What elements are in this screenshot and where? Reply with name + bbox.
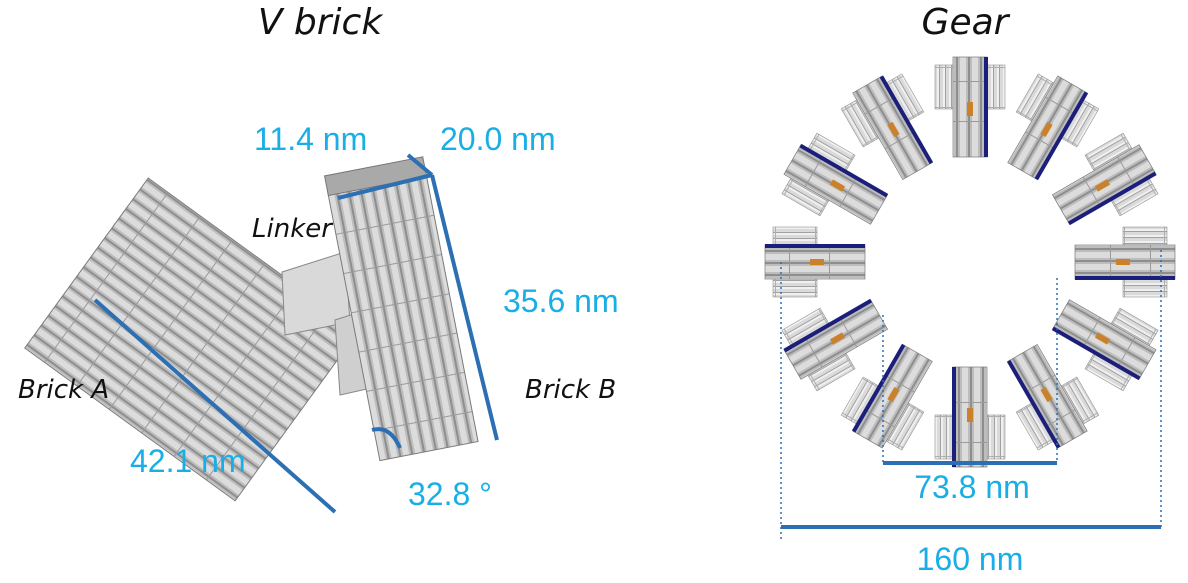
angle-label: 32.8 ° [408, 476, 492, 512]
height-b-label: 35.6 nm [503, 283, 619, 319]
length-a-label: 42.1 nm [130, 443, 246, 479]
brick-a-length-edge [93, 298, 337, 514]
v-brick-diagram [24, 153, 499, 514]
outer-diameter-label: 160 nm [917, 541, 1024, 577]
angle-arc [371, 427, 402, 449]
brick-b-label: Brick B [525, 375, 616, 405]
v-brick-title: V brick [258, 2, 385, 43]
brick-b-shape [323, 156, 479, 462]
width-b-label: 20.0 nm [440, 121, 556, 157]
gear-title: Gear [922, 2, 1011, 43]
linker-label: Linker [252, 214, 334, 244]
inner-diameter-label: 73.8 nm [914, 469, 1030, 505]
brick-b-height-edge [430, 174, 499, 441]
brick-b-depth-edge [406, 153, 434, 177]
brick-a-label: Brick A [18, 375, 109, 405]
brick-a-shape [24, 177, 360, 502]
gear-hole [878, 170, 1062, 354]
width-a-label: 11.4 nm [254, 121, 367, 157]
gear-diagram [764, 56, 1176, 468]
brick-b-top-edge [337, 173, 433, 200]
